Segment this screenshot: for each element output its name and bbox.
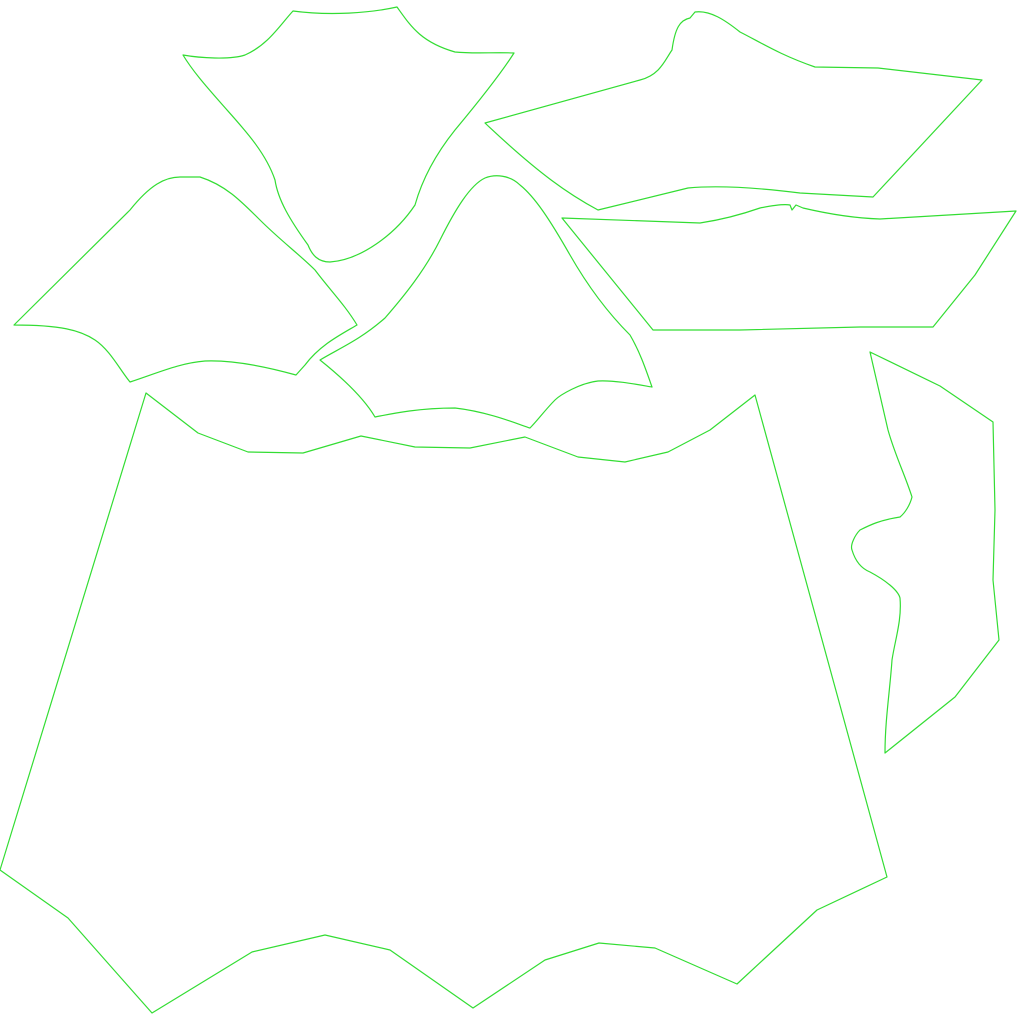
uv-island-top-right-band xyxy=(484,11,983,211)
uv-island-right-band xyxy=(561,204,1017,331)
uv-island-large-bottom xyxy=(0,392,888,1014)
uv-island-right-vertical xyxy=(850,351,1000,754)
uv-island-top-shield xyxy=(182,6,515,263)
uv-island-left-wing xyxy=(13,176,358,383)
uv-island-center-peak xyxy=(319,175,653,429)
